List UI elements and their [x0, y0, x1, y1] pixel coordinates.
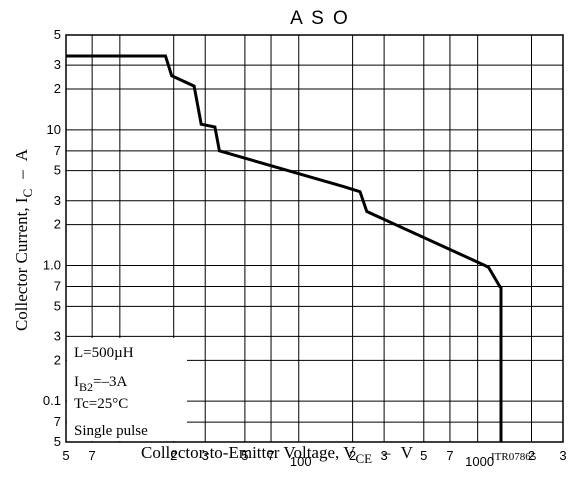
y-axis-label: Collector Current, IC–A	[12, 148, 35, 331]
x-tick-label: 2	[170, 448, 177, 463]
y-tick-label: 7	[54, 143, 61, 158]
document-code: ITR07865	[491, 451, 537, 463]
y-tick-labels: 5 7 0.1 2 3 5 7 1.0 2 3 5 7 10 2 3 5	[43, 27, 61, 449]
y-tick-label: 3	[54, 193, 61, 208]
x-tick-label: 7	[267, 448, 274, 463]
x-axis-label: Collector-to-Emitter Voltage, VCE – V	[141, 443, 414, 466]
annotation-pulse: Single pulse	[74, 423, 148, 439]
x-tick-label: 5	[241, 448, 248, 463]
annotation-case-temp: Tc=25°C	[74, 396, 128, 412]
annotation-base-current-sub: B2	[79, 380, 93, 394]
x-tick-label: 3	[380, 448, 387, 463]
x-tick-label: 5	[62, 448, 69, 463]
y-tick-label: 10	[47, 122, 61, 137]
y-tick-label: 2	[54, 81, 61, 96]
y-tick-label: 1.0	[43, 257, 61, 272]
y-tick-label: 7	[54, 279, 61, 294]
x-tick-label: 2	[528, 448, 535, 463]
y-tick-label: 0.1	[43, 393, 61, 408]
plot-frame	[65, 34, 564, 443]
y-tick-label: 5	[54, 163, 61, 178]
x-tick-label: 7	[446, 448, 453, 463]
x-tick-label: 1000	[465, 454, 494, 469]
annotation-inductance: L=500µH	[74, 345, 134, 361]
series-line-1	[66, 54, 502, 288]
y-tick-label: 5	[54, 27, 61, 42]
x-tick-label: 2	[349, 448, 356, 463]
y-tick-label: 3	[54, 328, 61, 343]
x-tick-label: 100	[290, 454, 312, 469]
x-tick-label: 5	[420, 448, 427, 463]
chart-title: A S O	[290, 8, 350, 29]
y-tick-label: 2	[54, 352, 61, 367]
y-tick-label: 2	[54, 217, 61, 232]
x-tick-label: 7	[89, 448, 96, 463]
annotation-base-current: IB2=–3A	[74, 374, 127, 394]
grid-lines	[65, 34, 564, 443]
y-tick-label: 5	[54, 298, 61, 313]
y-tick-label: 5	[54, 434, 61, 449]
data-series	[66, 54, 503, 442]
y-tick-label: 7	[54, 414, 61, 429]
x-tick-label: 3	[559, 448, 566, 463]
x-tick-labels: 5 7 2 3 5 7 100 2 3 5 7 1000 2 3	[62, 448, 566, 469]
annotation-box-mask	[67, 338, 187, 441]
y-tick-label: 3	[54, 57, 61, 72]
x-tick-label: 3	[202, 448, 209, 463]
